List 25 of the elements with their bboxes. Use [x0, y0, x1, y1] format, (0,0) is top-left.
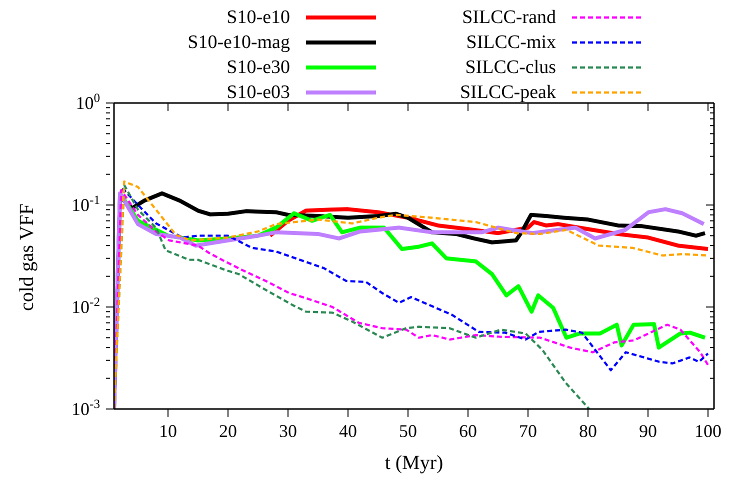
legend-label: S10-e03	[226, 82, 290, 103]
y-tick-label: 10$^{-2}$	[72, 295, 100, 317]
legend-label: SILCC-clus	[464, 56, 556, 80]
x-axis-title: t (Myr)	[384, 452, 444, 474]
y-tick-label: 10$^{-3}$	[72, 397, 100, 419]
y-tick-label: 10$^{-1}$	[72, 193, 100, 215]
legend-label: S10-e30	[226, 56, 290, 80]
x-tick-label: 20	[219, 421, 237, 441]
x-tick-label: 70	[519, 421, 537, 441]
x-tick-label: 40	[339, 421, 357, 441]
x-tick-label: 50	[399, 421, 417, 441]
x-tick-label: 100	[694, 421, 722, 441]
legend-label: SILCC-rand	[461, 6, 556, 30]
legend-label: S10-e10	[226, 6, 290, 30]
x-tick-label: 90	[639, 421, 657, 441]
y-axis-title: cold gas VFF	[16, 204, 38, 311]
y-tick-label: 10$^{0}$	[76, 91, 100, 113]
x-tick-label: 10	[159, 421, 177, 441]
x-tick-label: 30	[279, 421, 297, 441]
x-tick-label: 80	[579, 421, 597, 441]
x-tick-label: 60	[459, 421, 477, 441]
legend-label: SILCC-mix	[465, 31, 556, 55]
legend-label: S10-e10-mag	[186, 31, 290, 55]
line-series	[114, 184, 590, 409]
legend-label: SILCC-peak	[458, 81, 556, 105]
